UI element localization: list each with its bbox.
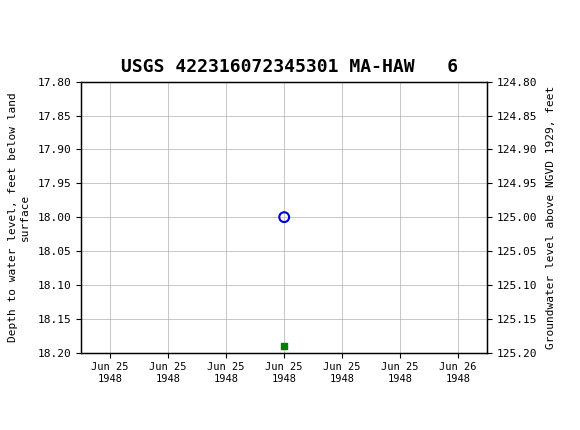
Point xyxy=(280,342,289,349)
Text: ≈: ≈ xyxy=(12,12,28,40)
Point xyxy=(280,214,289,221)
Text: USGS 422316072345301 MA-HAW   6: USGS 422316072345301 MA-HAW 6 xyxy=(121,58,459,76)
Text: USGS: USGS xyxy=(75,16,126,36)
Y-axis label: Groundwater level above NGVD 1929, feet: Groundwater level above NGVD 1929, feet xyxy=(546,86,556,349)
Y-axis label: Depth to water level, feet below land
surface: Depth to water level, feet below land su… xyxy=(8,92,30,342)
